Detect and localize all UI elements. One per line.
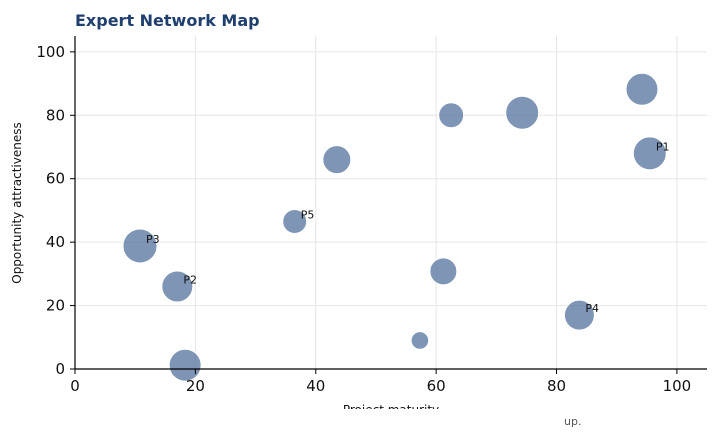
x-tick-label: 80 <box>547 377 566 395</box>
bubble-series <box>122 72 667 382</box>
bubble-label: P4 <box>585 302 599 315</box>
x-tick-label: 20 <box>186 377 205 395</box>
bubble <box>410 331 430 350</box>
bubble <box>429 257 458 286</box>
grid-lines <box>75 36 707 369</box>
bubble-label: P5 <box>301 209 315 222</box>
y-tick-label: 0 <box>55 360 65 378</box>
bubble-label: P3 <box>146 233 160 246</box>
bubble <box>438 102 465 129</box>
bubble <box>122 228 158 264</box>
y-axis-ticks: 0 20 40 60 80 100 <box>36 43 75 378</box>
footnote: up. <box>564 415 581 428</box>
x-axis-ticks: 0 20 40 60 80 100 <box>70 369 691 395</box>
bubble <box>322 145 352 175</box>
bubble-label: P1 <box>656 140 670 153</box>
y-axis-label: Opportunity attractiveness <box>10 122 24 284</box>
x-tick-label: 40 <box>306 377 325 395</box>
y-tick-label: 80 <box>46 106 65 124</box>
x-tick-label: 100 <box>663 377 692 395</box>
x-tick-label: 60 <box>427 377 446 395</box>
bubble <box>161 270 194 303</box>
bubble-label: P2 <box>183 274 197 287</box>
bubble <box>505 95 540 130</box>
y-tick-label: 100 <box>36 43 65 61</box>
x-tick-label: 0 <box>70 377 80 395</box>
chart-title: Expert Network Map <box>75 11 260 30</box>
y-tick-label: 20 <box>46 297 65 315</box>
x-label-mask <box>0 409 719 440</box>
bubble <box>282 209 308 235</box>
bubble <box>625 72 659 106</box>
bubble <box>563 299 595 331</box>
point-labels: P1 P5 P3 P2 P4 <box>146 140 669 315</box>
y-tick-label: 60 <box>46 170 65 188</box>
bubble <box>632 136 667 171</box>
y-tick-label: 40 <box>46 233 65 251</box>
axes <box>74 36 707 370</box>
bubble <box>168 348 202 382</box>
